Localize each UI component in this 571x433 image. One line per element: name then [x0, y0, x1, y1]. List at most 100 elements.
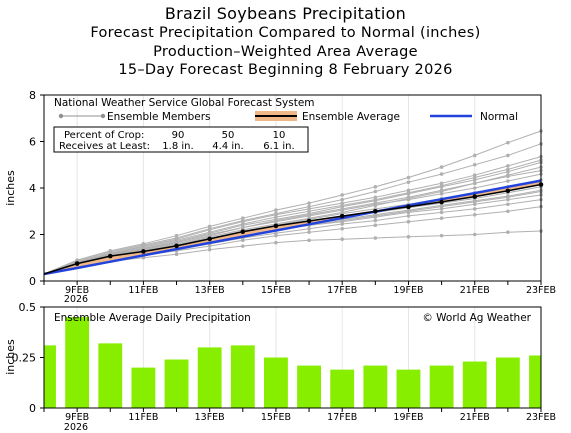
ensemble-member-point [307, 238, 311, 243]
ensemble-member-point [439, 165, 444, 169]
main-y-tick-label: 4 [29, 182, 36, 195]
ensemble-average-point [240, 229, 246, 235]
daily-precip-bar [65, 317, 90, 408]
daily-precip-bar [44, 345, 56, 408]
ensemble-member-point [472, 162, 477, 167]
bar-x-tick-label: 17FEB [327, 412, 357, 423]
amount-50: 4.4 in. [212, 141, 243, 152]
percent-10: 10 [273, 130, 286, 141]
chart-subtitle-1: Forecast Precipitation Compared to Norma… [90, 25, 481, 41]
chart-title: Brazil Soybeans Precipitation [164, 4, 407, 23]
normal-line [43, 179, 542, 276]
main-y-tick-label: 8 [29, 89, 36, 102]
ensemble-member-point [506, 209, 510, 214]
ensemble-member-point [174, 233, 179, 238]
percent-table-box [53, 126, 309, 153]
ensemble-average-point [505, 188, 511, 194]
bar-y-tick-label: 0.5 [19, 301, 37, 314]
chart-titles: Brazil Soybeans Precipitation Forecast P… [0, 4, 571, 80]
daily-precip-bar [164, 359, 189, 408]
ensemble-member-point [406, 235, 411, 239]
ensemble-member-line [43, 143, 542, 275]
main-y-tick-label: 6 [29, 136, 36, 149]
ensemble-member-point [439, 188, 444, 193]
daily-precip-bar [98, 343, 123, 408]
ensemble-member-point [307, 230, 311, 234]
ensemble-member-point [506, 197, 510, 202]
cumulative-chart: 0 2 4 6 8 9FEB 11FEB 13FEB 15FEB 17FEB 19FEB 21FEB 2… [4, 89, 556, 305]
ensemble-member-point [207, 224, 212, 229]
bar-x-tick-label: 23FEB [526, 412, 556, 423]
daily-precip-bar [330, 369, 355, 408]
ensemble-member-point [439, 172, 444, 176]
ensemble-member-line [43, 191, 542, 275]
ensemble-member-point [406, 214, 411, 218]
bar-y-tick-label: 0.25 [12, 352, 37, 365]
bar-x-tick-label: 19FEB [393, 412, 423, 423]
ensemble-average-point [373, 208, 378, 214]
ensemble-member-point [472, 186, 477, 190]
daily-precip-bar [429, 365, 454, 408]
ensemble-member-point [506, 194, 510, 198]
ensemble-member-line [43, 173, 542, 275]
ensemble-member-point [373, 189, 378, 194]
percent-50: 50 [222, 130, 235, 141]
ensemble-average-point [406, 204, 411, 210]
ensemble-member-point [506, 174, 510, 179]
ensemble-member-point [274, 233, 278, 238]
ensemble-member-point [307, 201, 311, 205]
ensemble-member-point [506, 164, 510, 168]
ensemble-member-point [241, 238, 245, 243]
ensemble-member-point [439, 216, 444, 221]
chart-subtitle-3: 15–Day Forecast Beginning 8 February 202… [118, 62, 453, 78]
bar-x-tick-label: 9FEB [65, 412, 89, 423]
ensemble-member-point [472, 212, 477, 217]
ensemble-member-point [373, 201, 378, 205]
bar-x-tick-label: 13FEB [195, 412, 225, 423]
ensemble-member-point [207, 244, 212, 248]
ensemble-member-point [307, 226, 311, 231]
ensemble-member-point [439, 203, 444, 208]
main-series [43, 179, 544, 276]
main-y-tick-label: 0 [29, 275, 36, 288]
ensemble-member-point [274, 218, 278, 223]
ensemble-member-point [340, 226, 345, 231]
main-x-tick-label: 9FEB [65, 285, 89, 296]
main-year-label: 2026 [64, 294, 88, 305]
ensemble-member-point [274, 240, 278, 245]
bar-y-tick-label: 0 [29, 402, 36, 415]
ensemble-member-point [472, 198, 477, 203]
daily-precip-bar [264, 357, 288, 408]
amount-row-label: Receives at Least: [59, 141, 150, 152]
legend-members-label: Ensemble Members [107, 111, 211, 123]
daily-precip-bar [462, 361, 487, 408]
ensemble-member-line [43, 156, 542, 275]
ensemble-average-point [306, 218, 312, 224]
ensemble-member-point [439, 210, 444, 215]
daily-precip-bar [197, 347, 222, 408]
amount-90: 1.8 in. [162, 141, 193, 152]
main-y-axis-label: inches [4, 170, 17, 206]
ensemble-member-point [472, 153, 477, 158]
percent-row-label: Percent of Crop: [64, 130, 144, 141]
ensemble-member-point [141, 255, 146, 260]
ensemble-average-point [74, 261, 80, 266]
ensemble-member-line [43, 159, 542, 275]
ensemble-member-point [406, 219, 411, 224]
ensemble-member-point [406, 195, 411, 200]
ensemble-member-point [340, 203, 345, 208]
main-axes: 0 2 4 6 8 9FEB 11FEB 13FEB 15FEB 17FEB 19FEB 21FEB 2… [29, 89, 556, 296]
percent-90: 90 [172, 130, 185, 141]
daily-precip-bar [396, 369, 421, 408]
ensemble-member-point [174, 252, 179, 257]
ensemble-member-point [506, 153, 510, 158]
ensemble-member-point [373, 236, 378, 240]
ensemble-average-point [141, 249, 146, 254]
ensemble-member-point [340, 207, 345, 211]
ensemble-member-point [506, 140, 510, 145]
ensemble-member-line [43, 170, 542, 275]
ensemble-member-point [506, 179, 510, 183]
ensemble-average-point [273, 223, 279, 229]
ensemble-member-point [472, 175, 477, 180]
